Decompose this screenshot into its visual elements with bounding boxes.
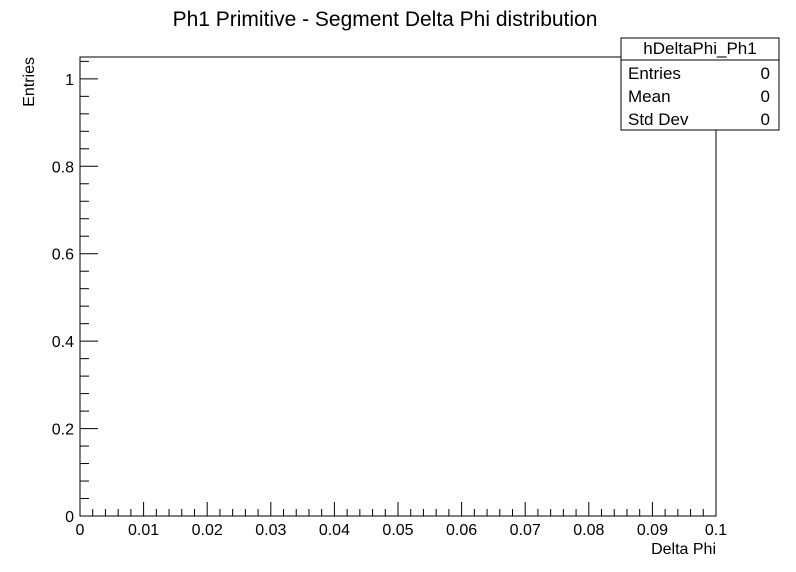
x-axis-label: Delta Phi (651, 541, 716, 558)
x-tick-label: 0.01 (128, 522, 159, 539)
x-tick-label: 0 (76, 522, 85, 539)
y-axis-tick-labels: 0 0.2 0.4 0.6 0.8 1 (52, 72, 74, 526)
y-axis-ticks (80, 60, 98, 517)
y-tick-label: 0 (65, 509, 74, 526)
x-tick-label: 0.05 (382, 522, 413, 539)
y-tick-label: 0.4 (52, 334, 74, 351)
y-axis-label: Entries (21, 57, 38, 107)
stats-box-frame (620, 37, 780, 131)
stats-entries-value: 0 (761, 64, 770, 83)
stats-box: hDeltaPhi_Ph1 Entries 0 Mean 0 Std Dev 0 (620, 37, 780, 131)
stats-stddev-label: Std Dev (628, 110, 689, 129)
y-tick-label: 1 (65, 72, 74, 89)
x-tick-label: 0.04 (319, 522, 350, 539)
stats-mean-value: 0 (761, 87, 770, 106)
x-tick-label: 0.07 (510, 522, 541, 539)
stats-box-name: hDeltaPhi_Ph1 (643, 39, 756, 58)
chart-title: Ph1 Primitive - Segment Delta Phi distri… (173, 8, 598, 31)
y-tick-label: 0.8 (52, 159, 74, 176)
x-tick-label: 0.08 (573, 522, 604, 539)
x-axis-tick-labels: 0 0.01 0.02 0.03 0.04 0.05 0.06 0.07 0.08 0.09 0.1 (76, 522, 728, 539)
x-tick-label: 0.1 (705, 522, 727, 539)
y-tick-label: 0.6 (52, 247, 74, 264)
x-tick-label: 0.02 (192, 522, 223, 539)
stats-stddev-value: 0 (761, 110, 770, 129)
x-tick-label: 0.06 (446, 522, 477, 539)
x-tick-label: 0.09 (637, 522, 668, 539)
y-tick-label: 0.2 (52, 422, 74, 439)
stats-entries-label: Entries (628, 64, 681, 83)
stats-mean-label: Mean (628, 87, 671, 106)
x-tick-label: 0.03 (255, 522, 286, 539)
x-axis-ticks (79, 502, 717, 516)
